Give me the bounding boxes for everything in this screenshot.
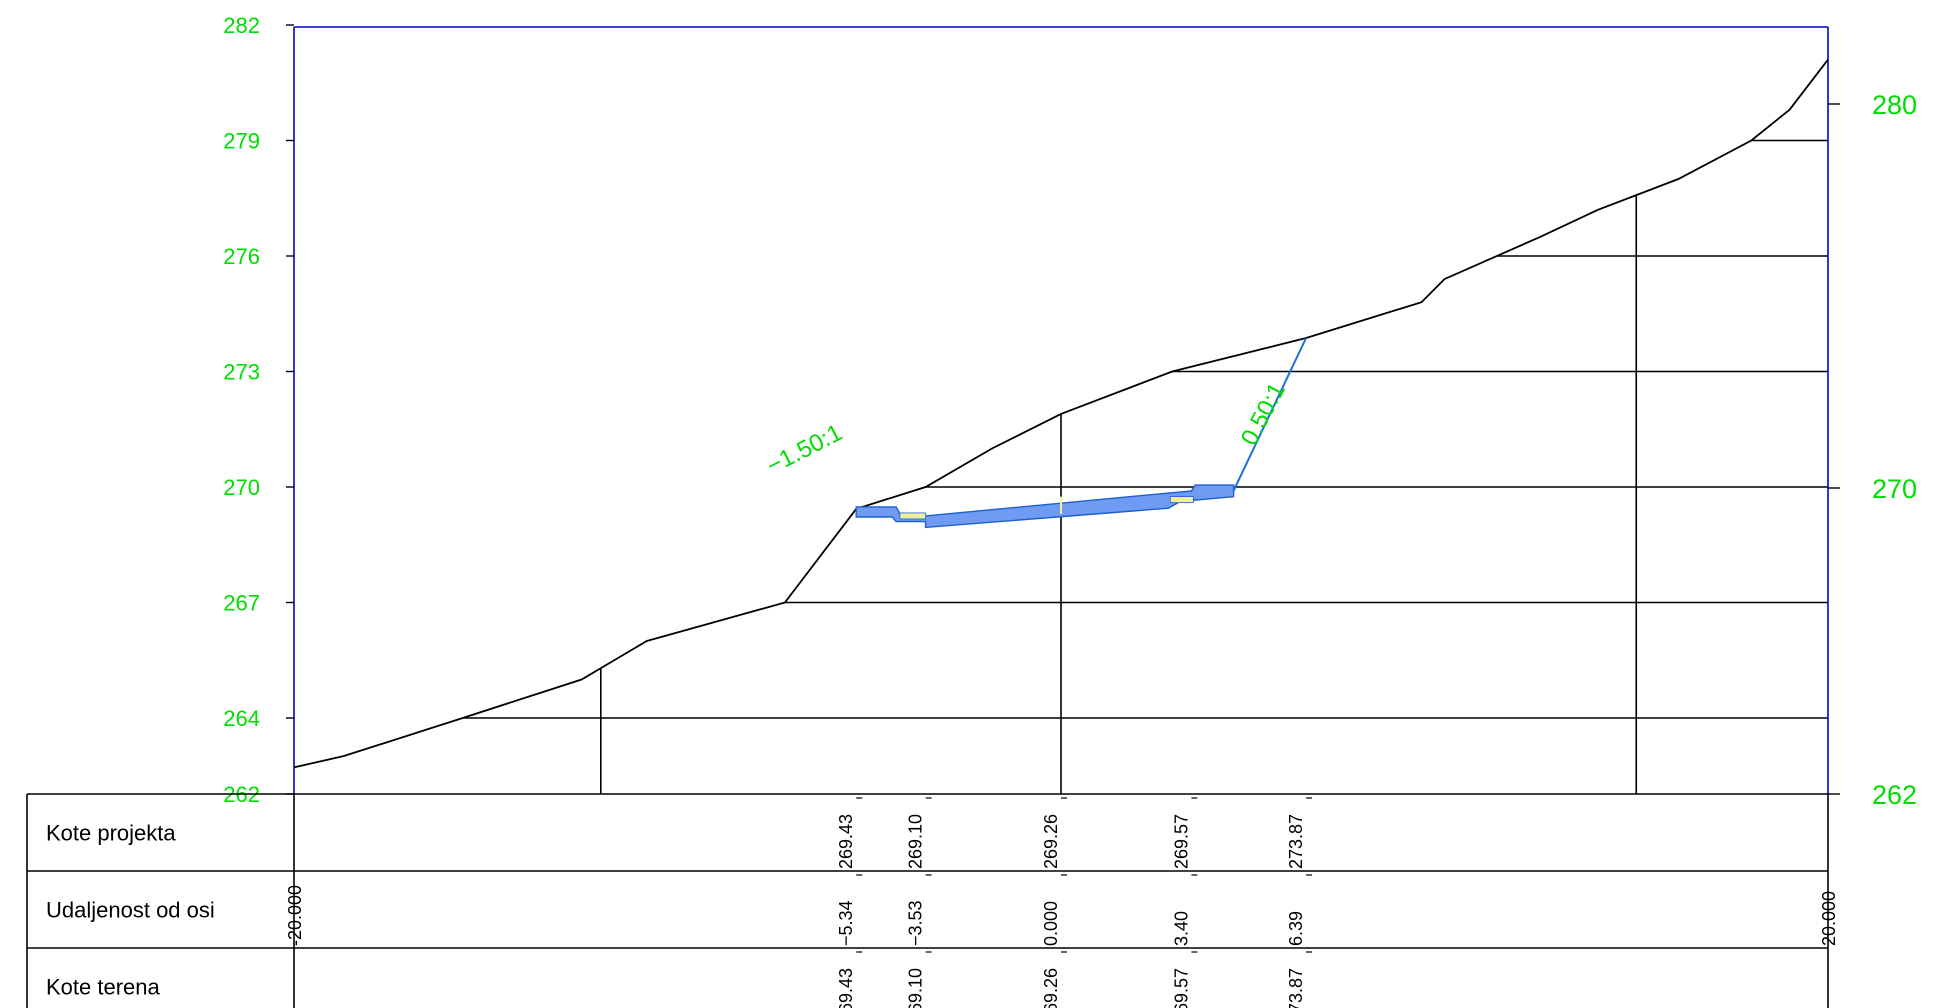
table-value-3-2: 269.26 (1041, 968, 1061, 1008)
left-tick-label-270: 270 (223, 475, 260, 500)
table-value-5-2: 273.87 (1286, 968, 1306, 1008)
table-row-label-2: Kote terena (46, 975, 161, 1000)
table-value-2-0: 269.10 (906, 814, 926, 869)
right-tick-label-270: 270 (1872, 474, 1917, 504)
table-row-label-1: Udaljenost od osi (46, 898, 215, 923)
right-shoulder (1169, 496, 1194, 504)
left-tick-label-264: 264 (223, 706, 260, 731)
left-slope-label: −1.50:1 (762, 419, 846, 480)
right-tick-label-262: 262 (1872, 780, 1917, 810)
table-value-1-2: 269.43 (836, 968, 856, 1008)
table-value-6-1: 20.000 (1819, 891, 1839, 946)
table-value-0-1: -20.000 (285, 885, 305, 946)
table-value-1-1: −5.34 (836, 900, 856, 946)
left-tick-label-282: 282 (223, 13, 260, 38)
road-section: −1.50:1 0.50:1 (762, 337, 1307, 529)
grid-lines (462, 139, 1828, 794)
left-shoulder (899, 512, 927, 520)
terrain-profile (293, 59, 1829, 769)
left-tick-label-267: 267 (223, 591, 260, 616)
right-axis: 280 270 262 (1828, 90, 1917, 810)
table-row-label-0: Kote projekta (46, 821, 176, 846)
left-tick-label-273: 273 (223, 360, 260, 385)
left-tick-label-276: 276 (223, 244, 260, 269)
left-tick-label-279: 279 (223, 129, 260, 154)
table-value-1-0: 269.43 (836, 814, 856, 869)
table-value-4-0: 269.57 (1171, 814, 1191, 869)
right-tick-label-280: 280 (1872, 90, 1917, 120)
table-value-5-0: 273.87 (1286, 814, 1306, 869)
right-slope-label: 0.50:1 (1236, 378, 1291, 450)
table-value-3-1: 0.000 (1041, 901, 1061, 946)
table-value-2-1: −3.53 (906, 900, 926, 946)
frame (293, 26, 1829, 794)
terrain-line (293, 59, 1829, 769)
table-value-4-1: 3.40 (1171, 911, 1191, 946)
table-value-5-1: 6.39 (1286, 911, 1306, 946)
table-value-3-0: 269.26 (1041, 814, 1061, 869)
data-table: Kote projekta Udaljenost od osi Kote teren… (26, 793, 1839, 1008)
table-value-2-2: 269.10 (906, 968, 926, 1008)
table-value-4-2: 269.57 (1171, 968, 1191, 1008)
right-slope-line (1232, 337, 1307, 492)
